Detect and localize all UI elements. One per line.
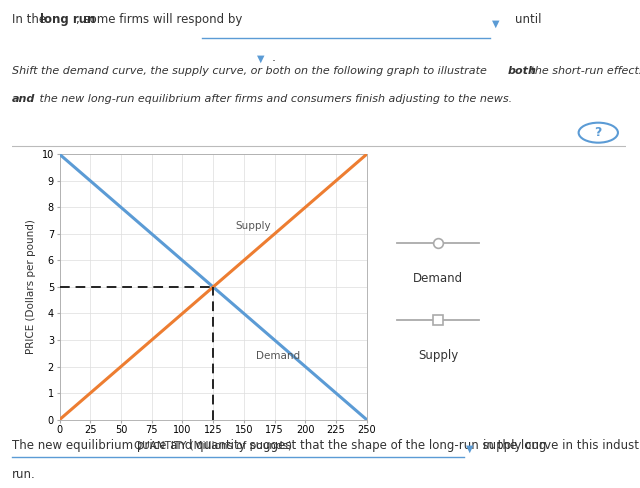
Text: Supply: Supply (419, 349, 458, 362)
X-axis label: QUANTITY (Millions of pounds): QUANTITY (Millions of pounds) (134, 441, 292, 451)
Text: ▼: ▼ (257, 54, 265, 64)
Text: The new equilibrium price and quantity suggest that the shape of the long-run su: The new equilibrium price and quantity s… (12, 439, 640, 451)
Text: in the long: in the long (483, 439, 547, 451)
Text: .: . (272, 51, 276, 64)
Text: long run: long run (40, 13, 96, 26)
Text: until: until (515, 13, 541, 26)
Text: Supply: Supply (236, 221, 271, 231)
Circle shape (579, 122, 618, 142)
Text: Shift the demand curve, the supply curve, or both on the following graph to illu: Shift the demand curve, the supply curve… (12, 66, 490, 76)
Text: the new long-run equilibrium after firms and consumers finish adjusting to the n: the new long-run equilibrium after firms… (36, 94, 513, 104)
Text: In the: In the (12, 13, 49, 26)
Text: the short-run effects of the publication: the short-run effects of the publication (527, 66, 640, 76)
Text: Demand: Demand (413, 272, 463, 285)
Text: , some firms will respond by: , some firms will respond by (76, 13, 242, 26)
Text: and: and (12, 94, 35, 104)
Text: ▼: ▼ (492, 19, 499, 28)
Text: both: both (508, 66, 536, 76)
Y-axis label: PRICE (Dollars per pound): PRICE (Dollars per pound) (26, 220, 36, 354)
Text: Demand: Demand (256, 351, 300, 361)
Text: run.: run. (12, 468, 35, 481)
Text: ?: ? (595, 126, 602, 139)
Text: ▼: ▼ (466, 444, 474, 454)
